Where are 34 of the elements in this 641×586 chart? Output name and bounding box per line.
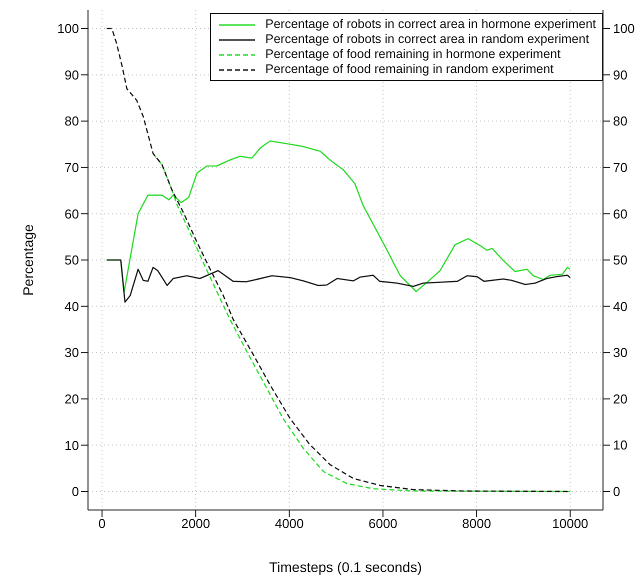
legend-label: Percentage of food remaining in random experiment xyxy=(265,62,554,77)
legend-label: Percentage of robots in correct area in hormone experiment xyxy=(265,17,596,32)
y-tick-label: 30 xyxy=(64,345,79,360)
y-tick-label: 0 xyxy=(72,484,79,500)
y2-tick-label: 10 xyxy=(613,438,628,453)
x-tick-label: 10000 xyxy=(552,516,588,532)
y-tick-label: 20 xyxy=(64,392,79,407)
x-axis-title: Timesteps (0.1 seconds) xyxy=(269,559,422,575)
x-tick-label: 6000 xyxy=(368,516,398,532)
y-tick-label: 90 xyxy=(64,67,79,82)
y-tick-label: 40 xyxy=(64,298,79,314)
y2-tick-label: 40 xyxy=(613,298,628,314)
y2-tick-label: 0 xyxy=(613,484,620,500)
y2-tick-label: 80 xyxy=(613,114,628,129)
y2-tick-label: 70 xyxy=(613,160,628,175)
y2-tick-label: 90 xyxy=(613,67,628,82)
y-tick-label: 50 xyxy=(64,252,79,268)
y2-tick-label: 100 xyxy=(613,21,635,36)
y-tick-label: 10 xyxy=(64,438,79,453)
y-tick-label: 70 xyxy=(64,160,79,176)
x-tick-label: 0 xyxy=(98,516,106,532)
y2-tick-label: 20 xyxy=(613,391,628,406)
y-tick-label: 60 xyxy=(64,206,79,222)
legend-label: Percentage of robots in correct area in random experiment xyxy=(265,32,590,47)
y-axis-title: Percentage xyxy=(20,224,36,296)
x-tick-label: 2000 xyxy=(181,516,210,532)
x-tick-label: 8000 xyxy=(462,516,492,532)
y-tick-label: 100 xyxy=(57,21,79,36)
y2-tick-label: 30 xyxy=(613,345,628,360)
x-tick-label: 4000 xyxy=(274,516,304,532)
y-tick-label: 80 xyxy=(64,114,79,129)
legend-label: Percentage of food remaining in hormone experiment xyxy=(265,47,561,62)
y2-tick-label: 60 xyxy=(613,206,628,222)
y2-tick-label: 50 xyxy=(613,252,628,268)
